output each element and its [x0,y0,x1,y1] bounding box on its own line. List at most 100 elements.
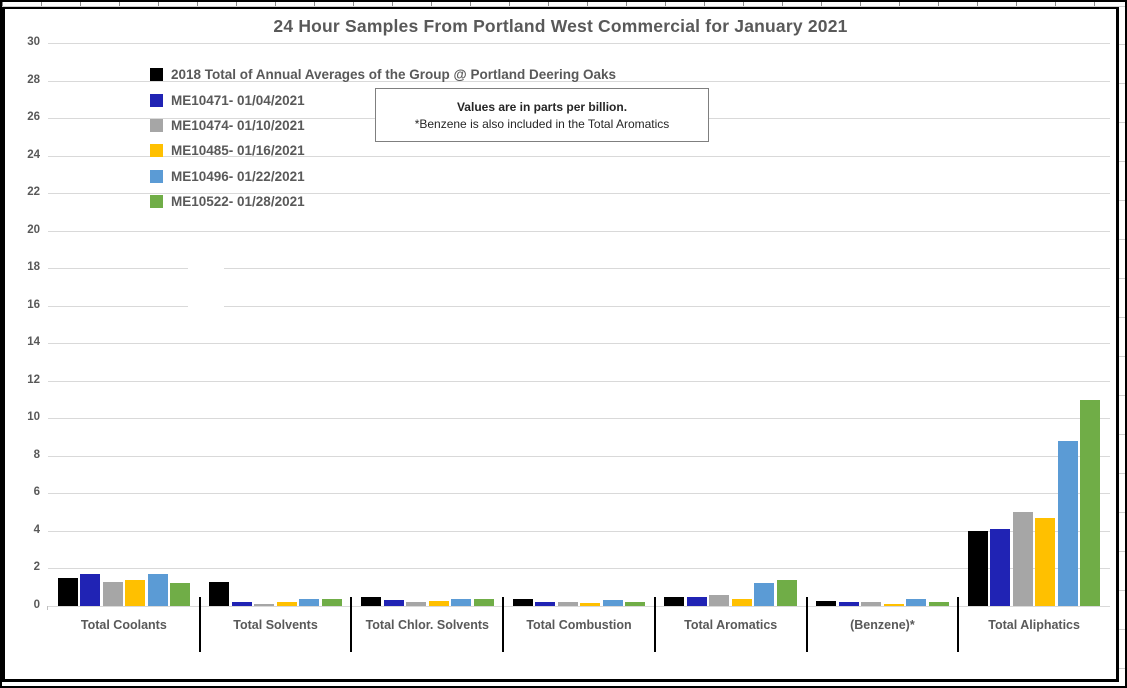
bar[interactable] [776,579,797,606]
gridline [48,230,1110,232]
bar[interactable] [1012,512,1033,606]
legend-item[interactable]: ME10522- 01/28/2021 [150,189,616,214]
bar[interactable] [473,598,494,606]
spreadsheet-edge-right [1119,6,1125,686]
bar[interactable] [557,602,578,606]
gridline [48,193,1110,195]
bar[interactable] [709,594,730,606]
bar[interactable] [816,601,837,606]
empty-textbox [188,256,224,319]
chart-title: 24 Hour Samples From Portland West Comme… [273,16,848,36]
bar[interactable] [602,600,623,606]
y-axis-tick-label: 6 [33,486,40,499]
bar[interactable] [428,601,449,606]
bar[interactable] [451,599,472,606]
bar[interactable] [231,602,252,606]
gridline [48,606,1110,607]
category-separator-line [502,597,505,652]
x-axis-category-label: (Benzene)* [850,618,915,632]
gridline [48,43,1110,44]
bar[interactable] [321,598,342,606]
x-axis-category-label: Total Coolants [80,618,167,632]
bar[interactable] [664,596,685,606]
y-axis-tick-label: 24 [27,148,40,161]
legend-label: ME10485- 01/16/2021 [171,143,305,159]
bar[interactable] [990,529,1011,606]
legend-key-icon [150,195,163,209]
category-separator-line [653,597,656,652]
gridline [48,455,1110,457]
gridline [48,268,1110,270]
bar[interactable] [254,604,275,606]
bar[interactable] [1080,399,1101,606]
bar[interactable] [625,602,646,606]
bar[interactable] [209,581,230,606]
legend-item[interactable]: ME10471- 01/04/2021 [150,87,616,112]
bar[interactable] [383,600,404,606]
bar[interactable] [512,598,533,606]
y-axis-tick-label: 20 [27,223,40,236]
spreadsheet-edge-top [2,2,1125,7]
bar[interactable] [80,574,101,606]
bar[interactable] [361,596,382,606]
bar[interactable] [125,579,146,606]
bar-group [958,43,1110,606]
chart-area: 24 Hour Samples From Portland West Comme… [2,6,1119,682]
legend-key-icon [150,68,163,82]
bar[interactable] [102,581,123,606]
gridline [48,80,1110,82]
legend-item[interactable]: 2018 Total of Annual Averages of the Gro… [150,62,616,87]
bar[interactable] [1057,440,1078,606]
y-axis-tick-label: 28 [27,73,40,86]
bar[interactable] [906,599,927,606]
chart-legend: 2018 Total of Annual Averages of the Gro… [150,62,616,214]
plot-area: 0 2 4 6 8 10 12 14 16 18 20 22 24 26 28 30 Total Coolant… [27,36,1110,652]
bar-group [655,43,807,606]
y-axis-tick-label: 22 [27,186,40,199]
gridline [48,568,1110,570]
bar[interactable] [754,583,775,606]
legend-key-icon [150,169,163,183]
bar-group [807,43,959,606]
bar[interactable] [861,602,882,606]
bar[interactable] [147,574,168,606]
bar[interactable] [406,602,427,606]
bar-group [48,43,200,606]
legend-item[interactable]: ME10474- 01/10/2021 [150,113,616,138]
y-axis-tick-label: 12 [27,373,40,386]
y-axis-tick-label: 30 [27,36,40,48]
bar[interactable] [580,603,601,606]
legend-key-icon [150,118,163,132]
legend-key-icon [150,144,163,158]
bar[interactable] [57,577,78,606]
x-axis-category-label: Total Aliphatics [988,618,1080,632]
bar[interactable] [1035,517,1056,606]
legend-label: 2018 Total of Annual Averages of the Gro… [171,67,616,83]
bar[interactable] [276,602,297,606]
gridline [48,343,1110,345]
legend-label: ME10471- 01/04/2021 [171,92,305,108]
legend-label: ME10496- 01/22/2021 [171,168,305,184]
legend-key-icon [150,93,163,107]
bar[interactable] [731,598,752,606]
legend-label: ME10474- 01/10/2021 [171,117,305,133]
bar-group [351,43,503,606]
x-axis-category-label: Total Solvents [233,618,318,632]
category-separator-line [198,597,201,652]
bar[interactable] [883,604,904,606]
bar[interactable] [170,583,191,606]
legend-item[interactable]: ME10496- 01/22/2021 [150,164,616,189]
bar[interactable] [967,530,988,606]
y-axis-tick-label: 4 [33,523,40,536]
bar[interactable] [838,602,859,606]
axis-tick [47,606,48,610]
gridline [48,418,1110,420]
annotation-line-1: Values are in parts per billion. [456,99,628,114]
bar[interactable] [535,602,556,606]
bar[interactable] [686,596,707,606]
y-axis-tick-label: 14 [27,336,40,349]
legend-item[interactable]: ME10485- 01/16/2021 [150,138,616,163]
bar[interactable] [299,598,320,606]
bar[interactable] [928,602,949,606]
